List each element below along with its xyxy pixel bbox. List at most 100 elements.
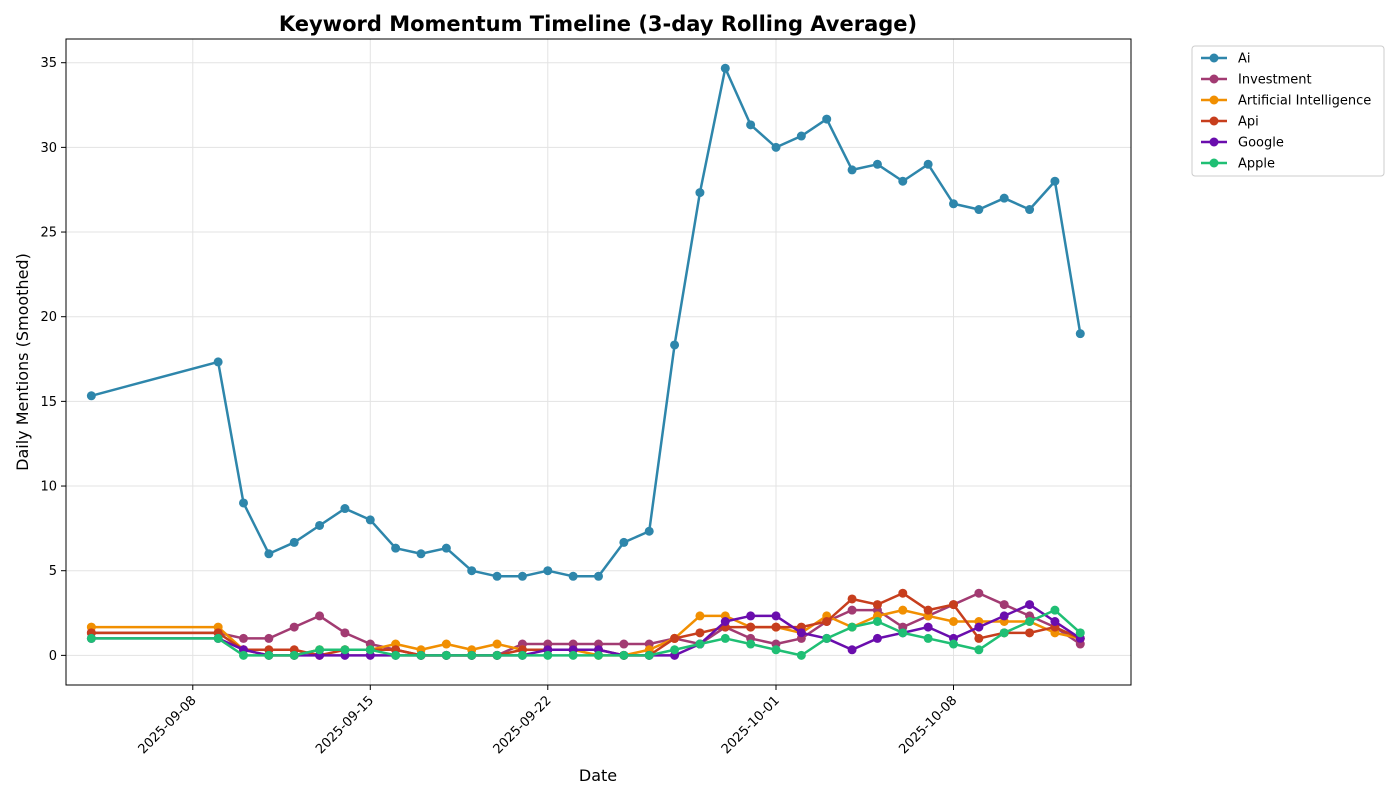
legend-swatch-marker: [1209, 137, 1219, 147]
data-point: [974, 633, 984, 643]
data-point: [568, 650, 578, 660]
data-point: [1050, 617, 1060, 627]
data-point: [1075, 329, 1085, 339]
data-point: [771, 622, 781, 632]
data-point: [594, 571, 603, 581]
data-point: [441, 639, 451, 649]
data-point: [492, 650, 502, 660]
data-point: [999, 193, 1009, 203]
legend-label: Artificial Intelligence: [1238, 94, 1371, 109]
data-point: [594, 650, 603, 660]
data-point: [289, 537, 299, 547]
data-point: [644, 526, 654, 536]
data-point: [517, 650, 527, 660]
legend-swatch-marker: [1209, 53, 1219, 63]
data-point: [289, 650, 299, 660]
data-point: [213, 633, 223, 643]
legend-box: [1191, 45, 1385, 177]
data-point: [1075, 628, 1085, 638]
data-point: [999, 600, 1009, 610]
data-point: [467, 650, 477, 660]
data-point: [365, 515, 375, 525]
y-tick-label: 0: [49, 649, 57, 664]
data-point: [847, 165, 857, 175]
y-tick-label: 20: [40, 310, 57, 325]
data-point: [796, 650, 806, 660]
data-point: [492, 639, 502, 649]
data-point: [86, 391, 96, 401]
y-tick-label: 15: [40, 395, 57, 410]
data-point: [1025, 600, 1035, 610]
data-point: [898, 176, 908, 186]
data-point: [441, 650, 451, 660]
y-tick-label: 35: [40, 56, 57, 71]
data-point: [365, 645, 375, 655]
legend-swatch-marker: [1209, 95, 1219, 105]
data-point: [1025, 617, 1035, 627]
data-point: [492, 571, 502, 581]
legend-swatch-marker: [1209, 74, 1219, 84]
legend-label: Ai: [1238, 52, 1251, 67]
plot-frame: [65, 38, 1132, 686]
data-point: [391, 543, 401, 553]
data-point: [1025, 205, 1035, 215]
data-point: [999, 628, 1009, 638]
data-point: [872, 600, 882, 610]
data-point: [746, 611, 756, 621]
data-point: [746, 639, 756, 649]
data-point: [239, 650, 248, 660]
data-point: [872, 633, 882, 643]
data-point: [720, 63, 730, 73]
data-point: [619, 639, 629, 649]
data-point: [746, 120, 756, 130]
data-point: [847, 645, 857, 655]
data-point: [340, 504, 350, 514]
series-layer: [86, 63, 1085, 660]
data-point: [264, 650, 274, 660]
data-point: [720, 617, 730, 627]
y-tick-label: 10: [40, 480, 57, 495]
data-point: [517, 571, 527, 581]
data-point: [289, 622, 299, 632]
legend: Ai Investment Artificial Intelligence Api Go…: [1191, 45, 1385, 177]
data-point: [872, 159, 882, 169]
y-tick-label: 5: [49, 564, 57, 579]
data-point: [949, 199, 958, 209]
legend-label: Investment: [1238, 73, 1312, 88]
data-point: [847, 594, 857, 604]
y-axis-label: Daily Mentions (Smoothed): [13, 253, 32, 471]
x-axis-label: Date: [579, 766, 617, 785]
data-point: [999, 611, 1009, 621]
data-point: [771, 611, 781, 621]
data-point: [872, 617, 882, 627]
data-point: [239, 633, 248, 643]
data-point: [315, 520, 325, 530]
data-point: [695, 628, 705, 638]
data-point: [391, 650, 401, 660]
data-point: [1050, 176, 1060, 186]
data-point: [264, 549, 274, 559]
data-point: [1050, 605, 1060, 615]
data-point: [264, 633, 274, 643]
data-point: [543, 566, 553, 576]
series-line: [90, 67, 1082, 578]
data-point: [974, 622, 984, 632]
data-point: [949, 617, 958, 627]
data-point: [771, 142, 781, 152]
data-point: [695, 639, 705, 649]
data-point: [1025, 628, 1035, 638]
data-point: [315, 611, 325, 621]
y-tick-label: 25: [40, 226, 57, 241]
data-point: [923, 622, 933, 632]
data-point: [315, 645, 325, 655]
data-point: [695, 611, 705, 621]
data-point: [213, 357, 223, 367]
data-point: [796, 131, 806, 141]
data-point: [239, 498, 248, 508]
legend-swatch-marker: [1209, 158, 1219, 168]
data-point: [416, 549, 426, 559]
data-point: [340, 645, 350, 655]
data-point: [974, 645, 984, 655]
legend-label: Apple: [1238, 157, 1275, 172]
